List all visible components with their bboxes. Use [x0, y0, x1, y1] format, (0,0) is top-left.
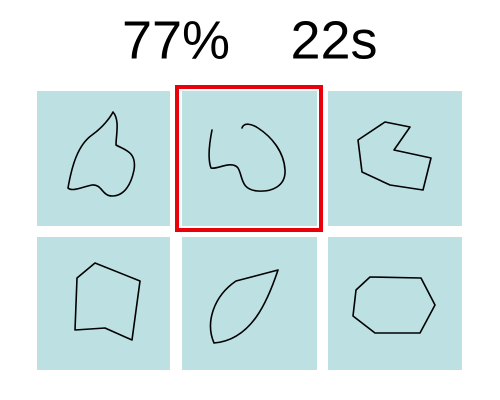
tile-background — [37, 91, 170, 226]
tile[interactable] — [37, 237, 170, 370]
shape — [352, 276, 436, 334]
tile[interactable] — [182, 237, 317, 370]
shape — [208, 123, 286, 192]
tile-background — [182, 91, 317, 226]
tile[interactable] — [182, 91, 317, 226]
selection-highlight — [175, 85, 323, 232]
shape — [74, 262, 141, 341]
shape — [67, 111, 136, 197]
tile[interactable] — [37, 91, 170, 226]
tile-background — [328, 237, 462, 370]
score: 77% — [122, 10, 230, 70]
tile[interactable] — [328, 91, 462, 226]
tile-background — [182, 237, 317, 370]
timer: 22s — [290, 10, 377, 70]
shape — [209, 269, 279, 344]
tile-background — [328, 91, 462, 226]
tile[interactable] — [328, 237, 462, 370]
tile-background — [37, 237, 170, 370]
shape — [357, 121, 432, 191]
